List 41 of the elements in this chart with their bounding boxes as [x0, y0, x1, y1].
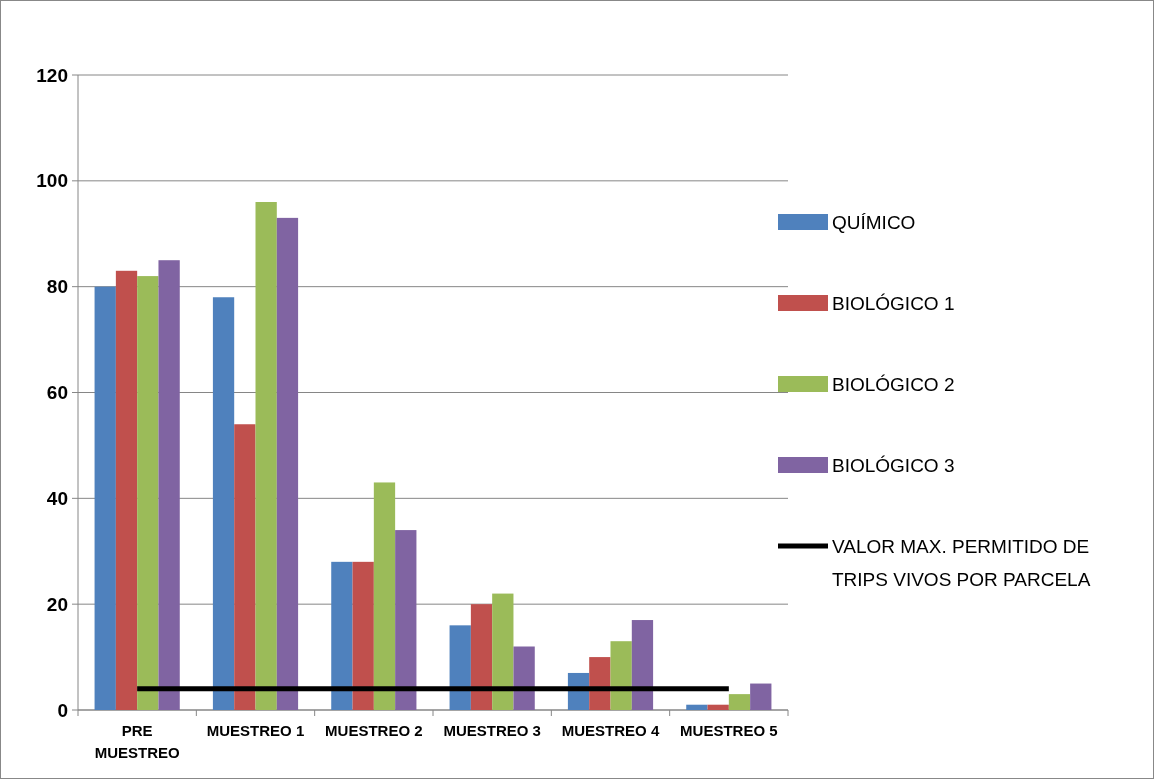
y-tick-label: 0 [57, 699, 68, 721]
x-tick-label: MUESTREO 3 [443, 722, 541, 739]
bar [513, 646, 535, 710]
bar [158, 260, 180, 710]
bar [234, 424, 256, 710]
bar [631, 620, 654, 710]
legend-label: BIOLÓGICO 3 [832, 454, 955, 476]
bar [94, 286, 116, 710]
bar [255, 202, 277, 710]
y-tick-label: 80 [46, 276, 68, 298]
bar [331, 561, 353, 710]
bar [115, 270, 138, 710]
legend-label: BIOLÓGICO 2 [832, 373, 955, 395]
y-tick-label: 20 [46, 593, 68, 615]
y-tick-label: 60 [46, 382, 68, 404]
bar [589, 657, 611, 710]
bar [728, 694, 751, 710]
bar [395, 530, 417, 710]
x-tick-label: MUESTREO 2 [325, 722, 423, 739]
x-tick-label: MUESTREO 4 [561, 722, 660, 739]
bar [137, 276, 159, 710]
bar [276, 217, 299, 710]
bar [470, 604, 493, 710]
y-tick-label: 100 [36, 170, 68, 192]
x-tick-label: MUESTREO 1 [206, 722, 305, 739]
bar [610, 641, 632, 710]
bar [212, 297, 235, 710]
legend-label: BIOLÓGICO 1 [832, 292, 955, 314]
bar [492, 593, 514, 710]
bar [750, 683, 772, 710]
x-tick-label: MUESTREO 5 [680, 722, 778, 739]
y-tick-label: 120 [36, 64, 68, 86]
bar [707, 704, 729, 710]
bar [373, 482, 396, 710]
legend-label: QUÍMICO [832, 211, 916, 233]
x-tick-label: PRE MUESTREO [94, 722, 180, 761]
bar [449, 625, 471, 710]
legend-label: VALOR MAX. PERMITIDO DE TRIPS VIVOS POR PARCELA [832, 535, 1091, 590]
bar [352, 561, 374, 710]
bar [686, 704, 708, 710]
y-tick-label: 40 [46, 487, 68, 509]
